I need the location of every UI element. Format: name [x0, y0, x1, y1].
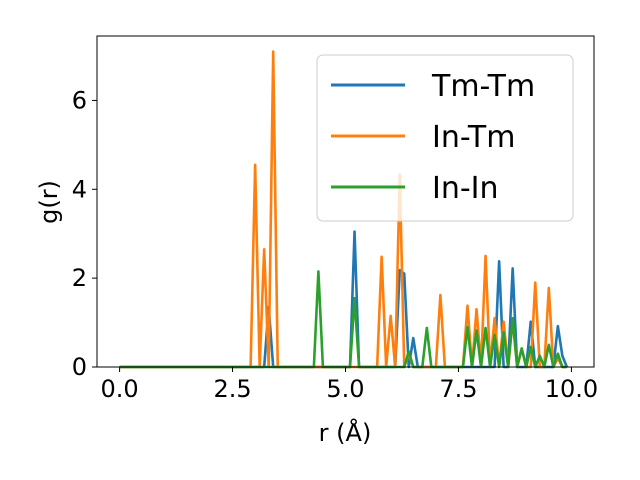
- legend-label-tm-tm: Tm-Tm: [431, 69, 535, 104]
- y-axis: 0 2 4 6: [72, 86, 97, 381]
- x-tick-label: 0.0: [101, 375, 139, 403]
- legend: Tm-Tm In-Tm In-In: [316, 54, 574, 222]
- y-tick-label: 0: [72, 353, 87, 381]
- y-tick-label: 2: [72, 264, 87, 292]
- x-axis: 0.0 2.5 5.0 7.5 10.0: [101, 367, 598, 403]
- x-axis-label: r (Å): [319, 418, 372, 447]
- x-tick-label: 2.5: [213, 375, 251, 403]
- x-tick-label: 10.0: [545, 375, 598, 403]
- legend-frame: [316, 54, 574, 222]
- legend-label-in-in: In-In: [432, 171, 499, 206]
- legend-label-in-tm: In-Tm: [432, 120, 515, 155]
- y-tick-label: 4: [72, 175, 87, 203]
- x-tick-label: 5.0: [326, 375, 364, 403]
- y-axis-label: g(r): [35, 180, 63, 224]
- y-tick-label: 6: [72, 86, 87, 114]
- x-tick-label: 7.5: [439, 375, 477, 403]
